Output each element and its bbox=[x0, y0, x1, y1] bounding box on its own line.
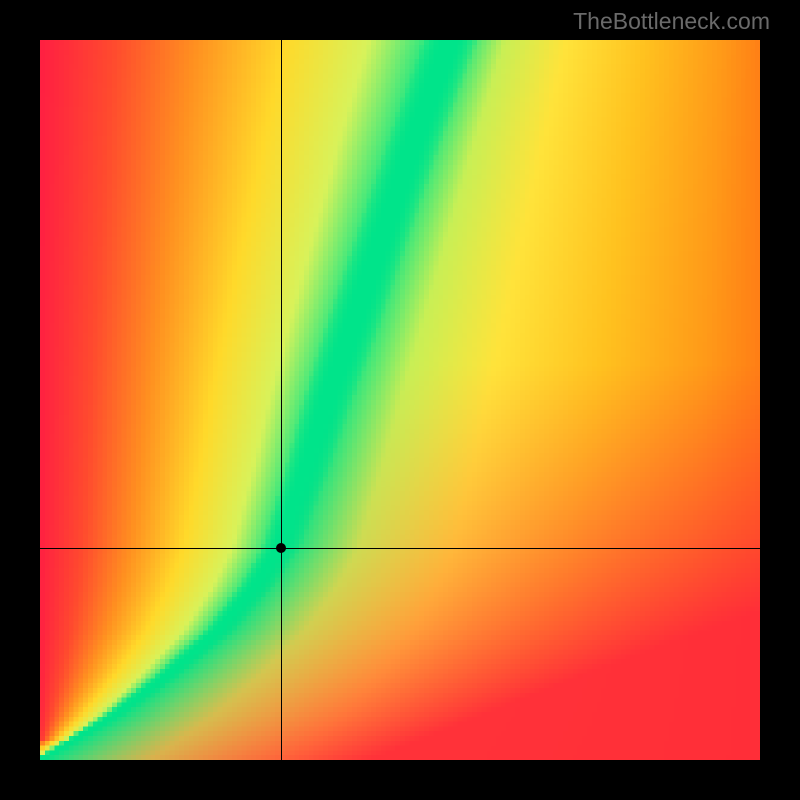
watermark: TheBottleneck.com bbox=[573, 8, 770, 35]
bottleneck-heatmap bbox=[40, 40, 760, 760]
heatmap-canvas bbox=[40, 40, 760, 760]
